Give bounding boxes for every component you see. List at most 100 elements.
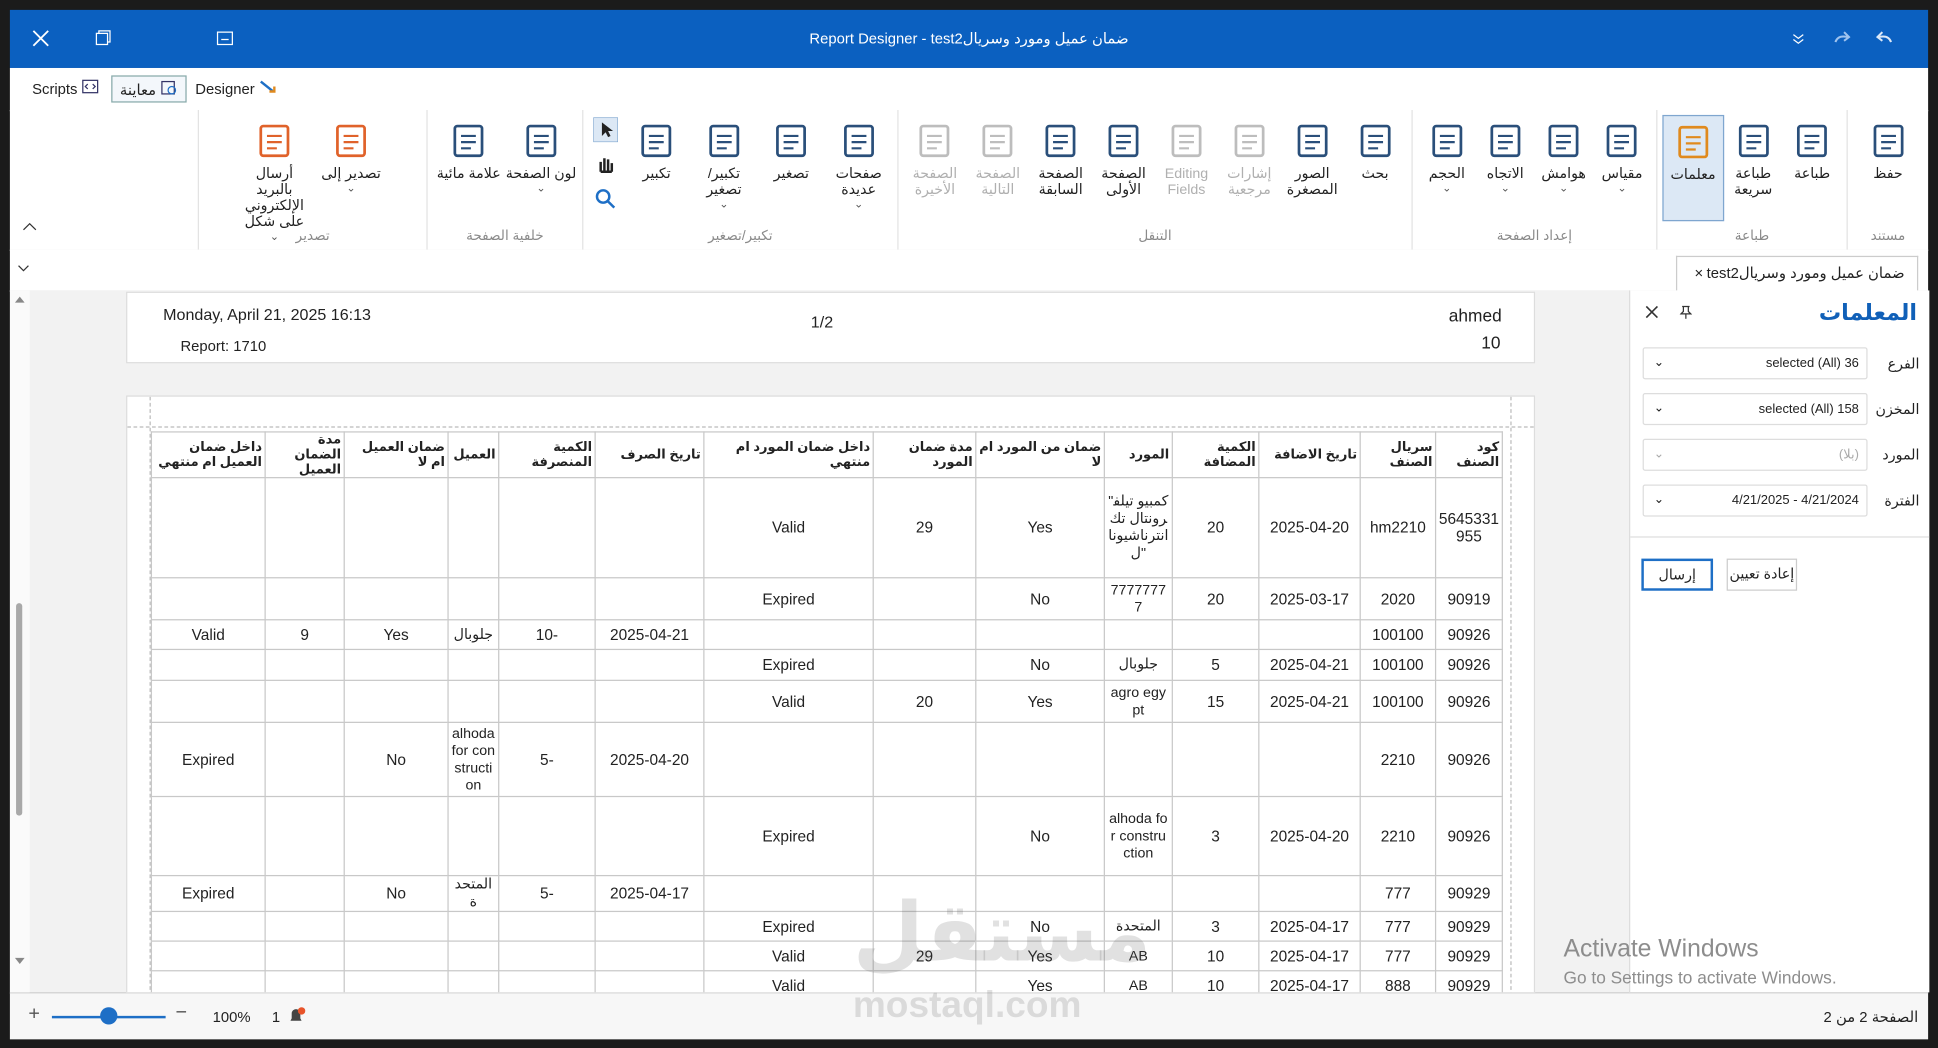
close-button[interactable] (32, 30, 49, 47)
submit-button[interactable]: إرسال (1641, 558, 1714, 591)
table-cell (264, 795, 345, 877)
ribbon-button[interactable]: الصفحة الأولى (1092, 115, 1155, 221)
ribbon-button[interactable]: طباعة سريعة (1724, 115, 1783, 221)
ribbon-button[interactable]: تكبير (623, 115, 690, 221)
dropdown-arrow: ⌄ (1653, 355, 1665, 370)
table-cell: agro egypt (1103, 679, 1173, 723)
column-header: سريال الصنف (1359, 431, 1437, 479)
tab-bar: Scripts معاينة Designer (9, 67, 1929, 112)
table-cell (975, 619, 1105, 651)
table-cell: Valid (703, 970, 874, 993)
scroll-down[interactable] (14, 957, 25, 965)
reset-button[interactable]: إعادة تعيين (1726, 558, 1798, 591)
ribbon-button[interactable]: معلمات (1662, 114, 1724, 222)
menu-button[interactable] (1790, 30, 1807, 47)
table-cell: جلوبال (447, 619, 500, 651)
undo-button[interactable] (1874, 30, 1894, 47)
table-cell: 10 (1171, 970, 1260, 993)
table-row: 90929 777 2025-04-17 10 AB Yes 29 Valid (150, 940, 1503, 972)
ribbon-button[interactable]: صفحات عديدة ⌄ (825, 115, 892, 221)
parameter-value: 4/21/2025 - 4/21/2024 (1731, 493, 1859, 508)
ribbon-button[interactable]: مقياس ⌄ (1593, 115, 1651, 221)
zoom-in[interactable]: + (28, 1003, 40, 1025)
logo-url-watermark: mostaql.com (852, 984, 1082, 1026)
ribbon-button[interactable]: بحث (1344, 115, 1407, 221)
table-cell (1258, 721, 1361, 798)
table-cell (872, 577, 977, 621)
scrollbar[interactable] (9, 290, 30, 993)
table-cell (498, 648, 596, 681)
ribbon-buttons: حفظ (1853, 115, 1923, 221)
dropdown-arrow: ⌄ (719, 197, 729, 211)
table-cell (343, 679, 449, 723)
tab-list-toggle[interactable] (17, 264, 29, 274)
minimize-button[interactable] (216, 30, 233, 47)
parameters-panel: المعلمات الفرع selected (All) 36 ⌄ المخزن se… (1629, 290, 1930, 993)
tab[interactable]: Designer (188, 75, 284, 102)
parameter-input[interactable]: 4/21/2025 - 4/21/2024 ⌄ (1642, 484, 1868, 517)
close-tab[interactable]: × (1694, 264, 1704, 282)
group-label: إعداد الصفحة (1496, 228, 1573, 244)
ribbon-button[interactable]: أرسال بالبريد الإلكتروني على شكل ⌄ (236, 115, 313, 242)
table-row: 90919 2020 2025-03-17 20 77777777 No Expired (150, 577, 1503, 621)
hand-tool[interactable] (593, 152, 618, 177)
notification-icon[interactable] (287, 1006, 307, 1026)
ribbon-button[interactable]: تصدير إلى ⌄ (313, 115, 390, 221)
scroll-up[interactable] (14, 295, 25, 303)
table-cell: 77777777 (1103, 577, 1173, 621)
table-cell (264, 577, 345, 621)
table-cell (1258, 619, 1361, 651)
dropdown-arrow: ⌄ (1653, 401, 1665, 416)
ribbon-button[interactable]: طباعة (1783, 115, 1842, 221)
table-cell (1171, 721, 1260, 798)
table-cell: Expired (703, 910, 874, 942)
table-cell (594, 648, 705, 681)
collapse-ribbon[interactable] (22, 221, 37, 231)
ribbon-button[interactable]: الصور المصغرة (1281, 115, 1344, 221)
dropdown-arrow: ⌄ (1617, 181, 1627, 195)
pointer-tool[interactable] (593, 117, 618, 143)
zoom-thumb[interactable] (100, 1007, 118, 1025)
ribbon-button[interactable]: لون الصفحة ⌄ (505, 115, 577, 221)
ribbon-button[interactable]: علامة مائية (433, 115, 505, 221)
zoom-tool[interactable] (593, 187, 618, 212)
table-cell: 90926 (1434, 679, 1503, 723)
parameter-input[interactable]: selected (All) 36 ⌄ (1642, 347, 1868, 380)
table-cell: 9 (264, 619, 345, 651)
table-cell (264, 970, 345, 993)
restore-button[interactable] (94, 30, 111, 47)
ribbon-button[interactable]: تكبير/تصغير ⌄ (690, 115, 757, 221)
table-cell: Yes (975, 477, 1105, 579)
parameter-input[interactable]: selected (All) 158 ⌄ (1642, 393, 1868, 426)
table-cell (1171, 619, 1260, 651)
button-label: تكبير (642, 166, 671, 182)
scroll-thumb[interactable] (16, 603, 23, 816)
table-cell: 3 (1171, 795, 1260, 877)
parameter-input[interactable]: (بلا) ⌄ (1642, 438, 1868, 471)
close-panel[interactable] (1645, 305, 1659, 319)
redo-button[interactable] (1833, 30, 1853, 47)
table-cell: 100100 (1359, 679, 1437, 723)
ribbon-button[interactable]: الحجم ⌄ (1418, 115, 1476, 221)
ribbon-group: صفحات عديدة ⌄ تصغير تكبير/تصغير ⌄ تكبير تكبير/… (582, 109, 897, 250)
tab[interactable]: معاينة (111, 75, 187, 103)
column-header: العميل (447, 431, 500, 479)
table-cell: 90926 (1434, 721, 1503, 798)
document-tab[interactable]: × test2ضمان عميل ومورد وسريال (1675, 255, 1919, 291)
table-cell: 2210 (1359, 721, 1437, 798)
ribbon-button[interactable]: حفظ (1853, 115, 1923, 221)
tab[interactable]: Scripts (25, 75, 107, 102)
page-number: 1/2 (810, 312, 834, 332)
button-icon (1607, 124, 1638, 158)
ribbon-button[interactable]: الاتجاه ⌄ (1476, 115, 1534, 221)
ribbon-group: لون الصفحة ⌄ علامة مائية خلفية الصفحة (426, 109, 582, 250)
zoom-out[interactable]: − (175, 1002, 188, 1024)
pin-panel[interactable] (1679, 305, 1693, 319)
ribbon-button[interactable]: تصغير (758, 115, 825, 221)
button-icon (1171, 124, 1202, 158)
parameter-label: الفرع (1887, 357, 1920, 372)
ribbon-button[interactable]: هوامش ⌄ (1534, 115, 1592, 221)
table-cell (264, 477, 345, 579)
button-label: بحث (1361, 166, 1389, 182)
ribbon-button[interactable]: الصفحة السابقة (1029, 115, 1092, 221)
